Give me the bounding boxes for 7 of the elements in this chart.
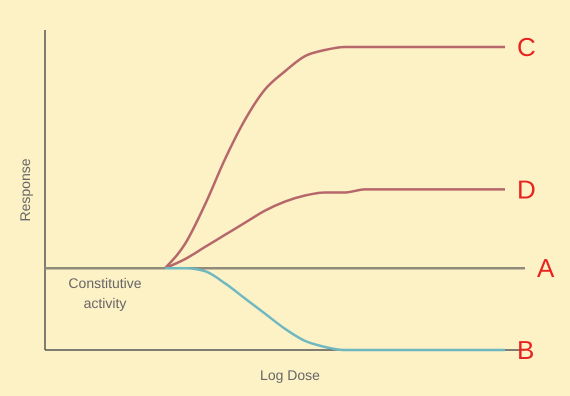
series-label: B xyxy=(517,335,534,365)
y-axis-title: Response xyxy=(17,158,33,222)
x-axis-title: Log Dose xyxy=(260,367,320,383)
series-label: A xyxy=(537,253,555,284)
annotation: Constitutive activity xyxy=(68,275,142,311)
series-label: C xyxy=(517,32,536,62)
series-label: D xyxy=(517,174,536,204)
